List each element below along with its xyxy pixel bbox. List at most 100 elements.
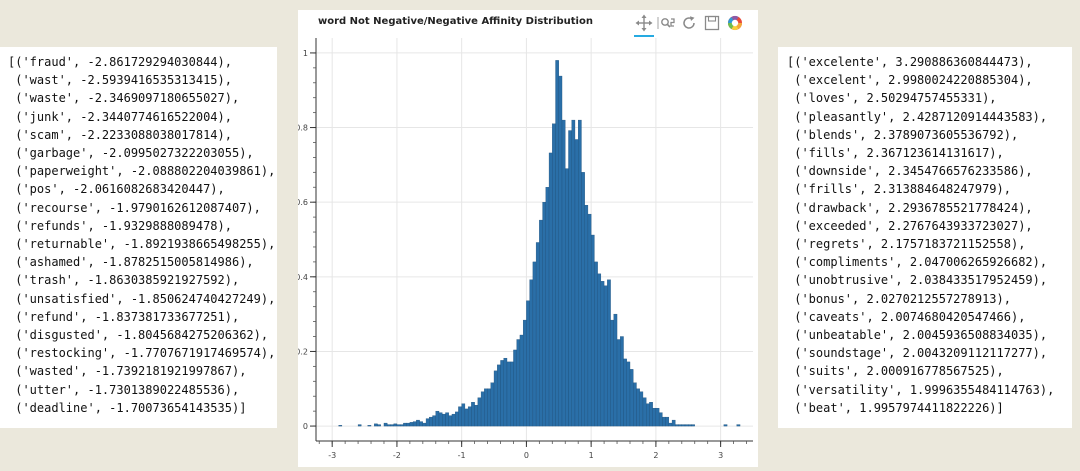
right-list-item: ('bonus', 2.0270212557278913), — [787, 291, 1011, 306]
histogram-bar — [367, 425, 372, 427]
bokeh-logo[interactable] — [725, 13, 745, 35]
right-list-item: ('suits', 2.000916778567525), — [787, 364, 1004, 379]
histogram-bar — [558, 75, 563, 427]
histogram-bar — [506, 361, 511, 427]
histogram-bars — [338, 60, 741, 427]
histogram-bar — [497, 364, 501, 427]
left-list-item: ('refund', -1.837381733677251), — [8, 309, 240, 324]
y-tick-label: 1 — [303, 49, 308, 58]
chart-panel: word Not Negative/Negative Affinity Dist… — [295, 10, 758, 467]
histogram-bar — [649, 402, 653, 427]
histogram-bar — [607, 279, 611, 427]
histogram-bar — [425, 418, 430, 427]
left-list-item: ('wast', -2.5939416535313415), — [8, 73, 232, 88]
histogram-bar — [662, 416, 666, 427]
histogram-bar — [493, 370, 498, 427]
right-list-item: ('blends', 2.3789073605536792), — [787, 127, 1019, 142]
right-list-item: ('downside', 2.3454766576233586), — [787, 164, 1033, 179]
left-list-item: [('fraud', -2.861729294030844), — [8, 55, 232, 69]
histogram-chart[interactable]: -3 -2 -1 0 1 2 3 0 0.2 0.4 0.6 0.8 1 — [295, 10, 758, 467]
histogram-bar — [532, 261, 537, 427]
histogram-bar — [652, 407, 657, 427]
histogram-bar — [432, 415, 436, 427]
histogram-bar — [461, 403, 466, 427]
histogram-bar — [484, 388, 488, 427]
histogram-bar — [519, 334, 524, 427]
histogram-bar — [636, 388, 640, 427]
histogram-bar — [684, 424, 689, 427]
histogram-bar — [574, 139, 579, 427]
right-list-item: ('loves', 2.50294757455331), — [787, 91, 997, 106]
y-tick-label: 0 — [303, 422, 308, 431]
save-tool[interactable] — [702, 13, 722, 35]
histogram-bar — [377, 424, 381, 427]
pan-tool[interactable] — [634, 13, 654, 37]
right-list-item: [('excelente', 3.290886360844473), — [787, 55, 1033, 69]
left-list-item: ('disgusted', -1.8045684275206362), — [8, 328, 269, 343]
x-tick-label: 3 — [718, 451, 723, 460]
histogram-bar — [448, 415, 453, 427]
histogram-bar — [535, 242, 540, 427]
left-list-item: ('garbage', -2.0995027322203055), — [8, 146, 254, 161]
histogram-bar — [406, 422, 411, 427]
histogram-bar — [357, 424, 362, 427]
histogram-bar — [416, 419, 420, 427]
left-list-item: ('junk', -2.3440774616522004), — [8, 109, 232, 124]
histogram-bar — [581, 172, 585, 427]
histogram-bar — [480, 391, 485, 427]
histogram-bar — [403, 422, 407, 427]
histogram-bar — [590, 234, 595, 427]
histogram-bar — [529, 279, 534, 427]
histogram-bar — [736, 424, 741, 427]
histogram-bar — [668, 422, 673, 427]
left-list-item: ('trash', -1.8630385921927592), — [8, 273, 240, 288]
negative-words-panel: [('fraud', -2.861729294030844), ('wast',… — [0, 47, 277, 428]
histogram-bar — [639, 391, 644, 427]
histogram-bar — [513, 349, 517, 427]
box-zoom-icon — [657, 17, 675, 29]
positive-words-panel: [('excelente', 3.290886360844473), ('exc… — [778, 47, 1072, 428]
y-tick-label: 0.6 — [298, 198, 308, 207]
y-tick-label: 0.4 — [298, 273, 308, 282]
histogram-bar — [571, 119, 576, 427]
positive-words-list: [('excelente', 3.290886360844473), ('exc… — [787, 53, 1054, 417]
x-tick-label: 1 — [589, 451, 594, 460]
histogram-bar — [383, 422, 388, 427]
histogram-bar — [477, 397, 482, 427]
axes: -3 -2 -1 0 1 2 3 0 0.2 0.4 0.6 0.8 1 — [295, 38, 753, 460]
histogram-bar — [642, 397, 647, 427]
box-zoom-tool[interactable] — [656, 13, 676, 35]
histogram-bar — [613, 313, 618, 427]
left-list-item: ('returnable', -1.8921938665498255), — [8, 237, 276, 252]
histogram-bar — [545, 187, 550, 427]
x-tick-label: -3 — [328, 451, 336, 460]
histogram-bar — [445, 412, 449, 427]
histogram-bar — [675, 424, 679, 427]
histogram-bar — [503, 357, 508, 427]
x-tick-label: 0 — [524, 451, 529, 460]
histogram-bar — [568, 130, 572, 427]
histogram-bar — [442, 413, 446, 427]
pan-icon — [635, 14, 653, 32]
right-list-item: ('versatility', 1.9996355484114763), — [787, 382, 1055, 397]
histogram-bar — [487, 388, 491, 427]
bokeh-logo-icon — [728, 16, 742, 30]
histogram-bar — [629, 369, 634, 427]
histogram-bar — [390, 424, 394, 427]
right-list-item: ('drawback', 2.2936785521778424), — [787, 200, 1033, 215]
histogram-bar — [338, 425, 343, 427]
reset-tool[interactable] — [679, 13, 699, 35]
histogram-bar — [500, 360, 504, 427]
histogram-bar — [597, 273, 602, 427]
histogram-bar — [584, 204, 589, 427]
histogram-bar — [438, 412, 443, 427]
right-list-item: ('compliments', 2.047006265926682), — [787, 255, 1048, 270]
right-list-item: ('excelent', 2.9980024220885304), — [787, 73, 1033, 88]
save-icon — [704, 15, 720, 31]
histogram-bar — [565, 168, 569, 427]
right-list-item: ('fills', 2.367123614131617), — [787, 146, 1004, 161]
reset-icon — [683, 16, 695, 29]
histogram-bar — [429, 416, 433, 427]
chart-title: word Not Negative/Negative Affinity Dist… — [318, 16, 593, 27]
histogram-bar — [646, 403, 650, 427]
